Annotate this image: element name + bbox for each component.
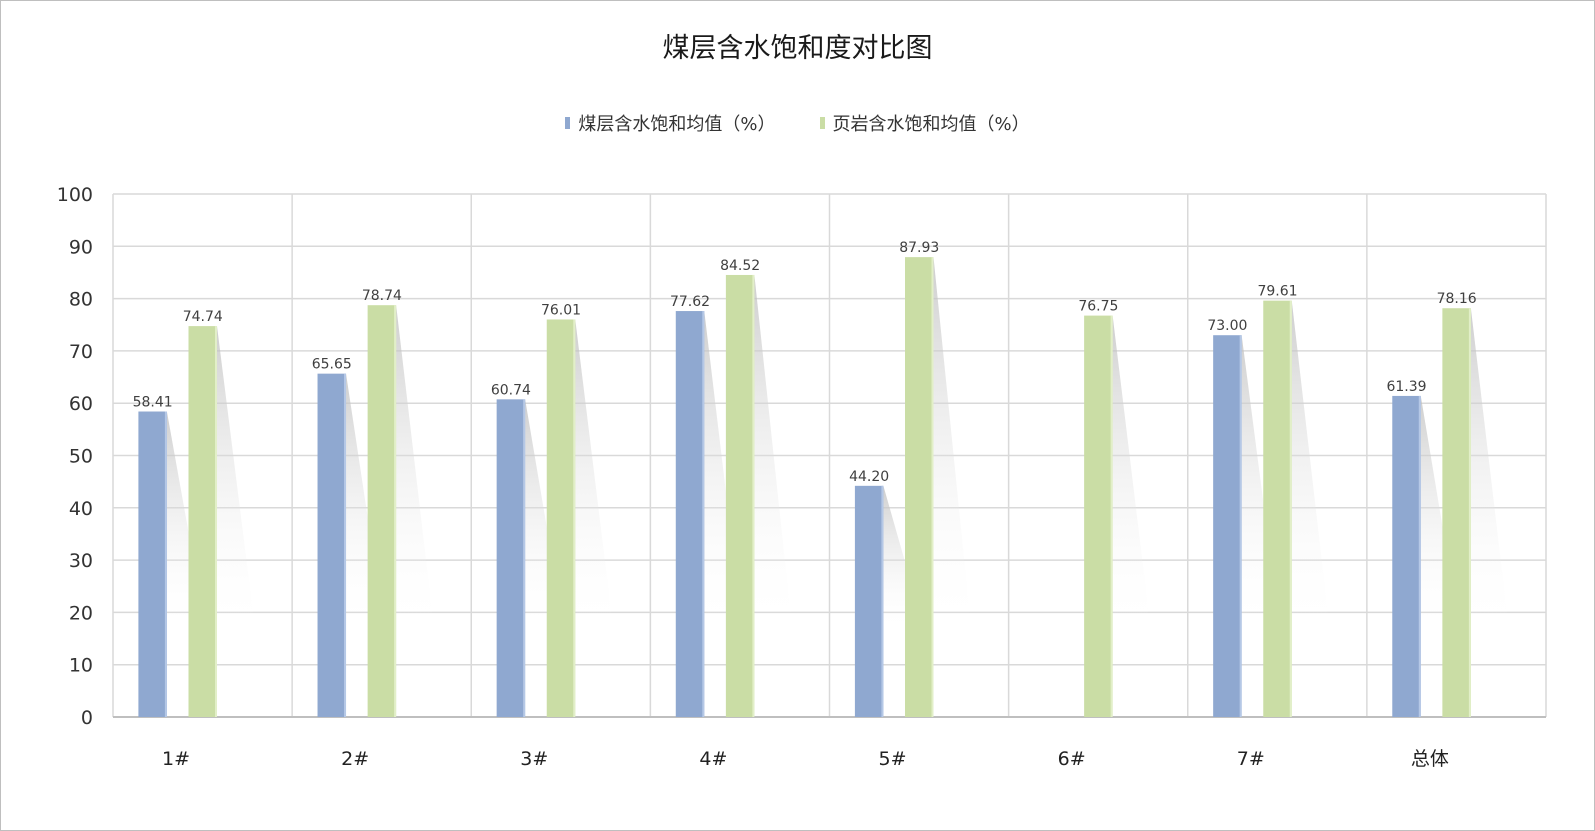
- bar-highlight: [1289, 300, 1292, 717]
- y-tick-label: 70: [69, 341, 93, 363]
- x-tick-label: 6#: [1058, 748, 1086, 770]
- bar-highlight: [164, 411, 167, 717]
- bar-shadow: [933, 257, 970, 633]
- legend: 煤层含水饱和均值（%） 页岩含水饱和均值（%）: [0, 110, 1595, 136]
- y-tick-label: 60: [69, 393, 93, 415]
- data-label: 65.65: [312, 357, 352, 373]
- data-label: 76.01: [541, 302, 581, 318]
- x-tick-label: 3#: [520, 748, 548, 770]
- x-tick-label: 总体: [1411, 748, 1449, 770]
- y-tick-label: 100: [57, 184, 93, 206]
- legend-swatch-shale: [819, 117, 825, 129]
- bar-coal: [138, 411, 167, 717]
- data-label: 74.74: [183, 309, 223, 325]
- bar-shale: [1263, 300, 1292, 717]
- data-label: 87.93: [899, 240, 939, 256]
- bar-shadow: [396, 305, 433, 633]
- bar-coal: [1213, 335, 1242, 717]
- chart-title: 煤层含水饱和度对比图: [662, 33, 933, 64]
- bar-highlight: [1468, 308, 1471, 717]
- bar-coal: [317, 373, 347, 717]
- data-label: 78.74: [362, 288, 402, 304]
- data-label: 78.16: [1437, 291, 1477, 307]
- data-label: 84.52: [720, 258, 760, 274]
- bar-highlight: [344, 373, 347, 717]
- bar-shadow: [1112, 315, 1149, 633]
- legend-item-shale: 页岩含水饱和均值（%）: [819, 110, 1030, 136]
- bar-highlight: [931, 257, 934, 717]
- bar-coal: [854, 485, 884, 717]
- bar-shadow: [754, 274, 791, 633]
- data-label: 76.75: [1078, 299, 1118, 315]
- x-tick-label: 4#: [699, 748, 727, 770]
- bar-highlight: [215, 326, 217, 717]
- y-tick-label: 10: [69, 655, 93, 677]
- bar-shadow: [575, 319, 612, 633]
- y-tick-label: 20: [69, 602, 93, 624]
- data-label: 60.74: [491, 382, 531, 398]
- bar-shale: [1442, 308, 1471, 717]
- bar-shale: [1084, 315, 1113, 717]
- data-label: 58.41: [133, 395, 173, 411]
- x-tick-label: 1#: [162, 748, 190, 770]
- y-tick-label: 0: [81, 707, 93, 729]
- legend-label-coal: 煤层含水饱和均值（%）: [578, 114, 776, 135]
- bar-highlight: [702, 311, 705, 717]
- y-tick-label: 90: [69, 236, 93, 258]
- bar-highlight: [752, 274, 755, 717]
- bar-shale: [546, 319, 576, 717]
- x-tick-label: 7#: [1237, 748, 1265, 770]
- y-tick-label: 40: [69, 498, 93, 520]
- data-label: 73.00: [1207, 318, 1247, 334]
- x-tick-label: 5#: [878, 748, 906, 770]
- bar-shadow: [1470, 308, 1507, 633]
- data-label: 79.61: [1257, 284, 1297, 300]
- bar-highlight: [881, 485, 884, 717]
- legend-swatch-coal: [565, 117, 571, 129]
- y-tick-label: 30: [69, 550, 93, 572]
- bar-highlight: [1239, 335, 1242, 717]
- bar-highlight: [523, 399, 526, 717]
- y-tick-label: 50: [69, 446, 93, 468]
- bar-shadow: [1291, 300, 1328, 633]
- bar-coal: [675, 311, 705, 717]
- bar-shale: [905, 257, 934, 717]
- y-tick-label: 80: [69, 289, 93, 311]
- data-label: 44.20: [849, 469, 889, 485]
- x-tick-label: 2#: [341, 748, 369, 770]
- bar-highlight: [394, 305, 397, 717]
- legend-label-shale: 页岩含水饱和均值（%）: [832, 114, 1030, 135]
- bar-shadow: [217, 326, 253, 633]
- data-label: 61.39: [1386, 379, 1426, 395]
- bar-highlight: [1418, 395, 1421, 717]
- legend-item-coal: 煤层含水饱和均值（%）: [565, 110, 776, 136]
- data-label: 77.62: [670, 294, 710, 310]
- bar-highlight: [573, 319, 576, 717]
- bar-shale: [367, 305, 397, 717]
- bar-coal: [1392, 395, 1421, 717]
- bar-coal: [496, 399, 526, 717]
- bar-shale: [725, 274, 755, 717]
- bar-highlight: [1110, 315, 1113, 717]
- bar-shale: [188, 326, 217, 717]
